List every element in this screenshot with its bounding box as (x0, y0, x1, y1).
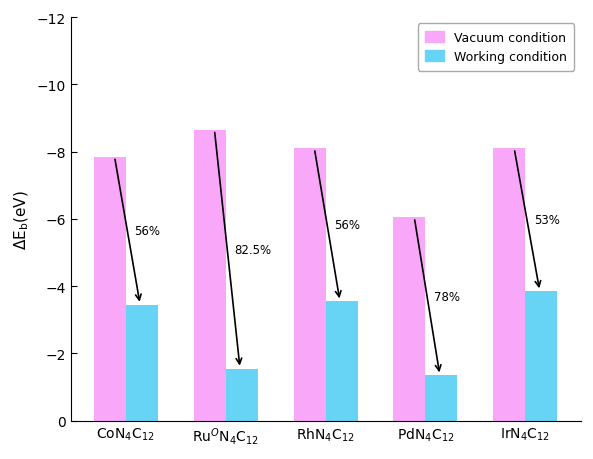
Bar (194, 130, 225, 421)
Text: 82.5%: 82.5% (234, 243, 272, 256)
Bar (294, 149, 326, 421)
Text: 53%: 53% (534, 214, 560, 227)
Bar (326, 302, 358, 421)
Text: 78%: 78% (434, 290, 460, 303)
Text: 56%: 56% (334, 219, 360, 232)
Bar (126, 305, 158, 421)
Bar (225, 369, 257, 421)
Y-axis label: $\Delta$E$_\mathregular{b}$(eV): $\Delta$E$_\mathregular{b}$(eV) (12, 190, 31, 249)
Legend: Vacuum condition, Working condition: Vacuum condition, Working condition (417, 24, 574, 71)
Bar (493, 149, 525, 421)
Bar (394, 218, 425, 421)
Bar (525, 291, 557, 421)
Bar (425, 375, 457, 421)
Bar (94, 157, 126, 421)
Text: 56%: 56% (134, 224, 160, 238)
